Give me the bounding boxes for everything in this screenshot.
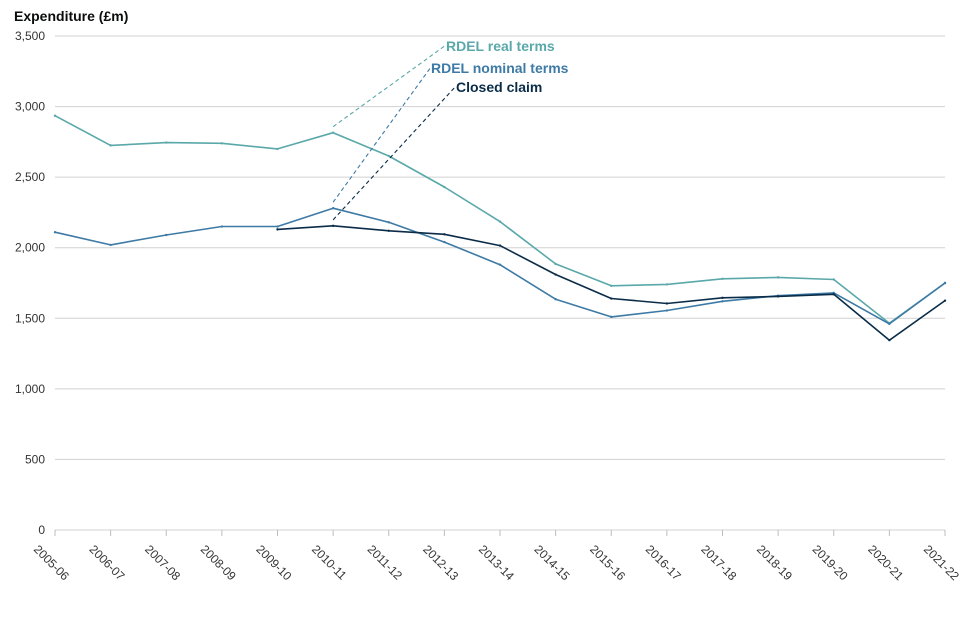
data-point xyxy=(610,284,613,288)
series-line-0 xyxy=(54,114,946,325)
x-tick-label: 2018-19 xyxy=(754,542,795,583)
data-point xyxy=(665,309,669,312)
series-label-0: RDEL real terms xyxy=(446,38,555,54)
x-tick-label: 2011-12 xyxy=(365,542,406,583)
data-point xyxy=(276,225,279,228)
data-point xyxy=(331,131,335,134)
y-tick-label: 3,000 xyxy=(15,100,45,114)
data-point xyxy=(943,299,947,302)
data-point xyxy=(610,315,613,319)
data-point xyxy=(721,277,724,280)
series-lines xyxy=(53,114,947,342)
data-point xyxy=(109,144,112,147)
data-point xyxy=(220,142,224,145)
series-line-2 xyxy=(277,225,946,342)
data-point xyxy=(832,293,835,296)
y-axis: 0 500 1,000 1,500 2,000 2,500 3,000 3,500 xyxy=(15,29,45,537)
data-point xyxy=(610,297,613,300)
y-tick-label: 3,500 xyxy=(15,29,45,43)
data-point xyxy=(554,298,557,301)
x-tick-label: 2006-07 xyxy=(87,542,128,583)
y-tick-label: 1,000 xyxy=(15,382,45,396)
data-point xyxy=(776,276,780,279)
x-tick-label: 2015-16 xyxy=(587,542,628,583)
x-tick-label: 2008-09 xyxy=(198,542,239,583)
data-point xyxy=(387,154,390,158)
x-tick-label: 2010-11 xyxy=(309,542,350,583)
series-label-2: Closed claim xyxy=(456,79,542,95)
data-point xyxy=(776,295,780,298)
data-point xyxy=(220,225,224,228)
data-point xyxy=(331,224,335,228)
data-point xyxy=(165,141,168,144)
x-tick-label: 2019-20 xyxy=(810,542,851,583)
data-point xyxy=(109,243,112,247)
data-point xyxy=(665,302,669,305)
data-point xyxy=(888,322,891,326)
data-point xyxy=(498,220,502,223)
data-point xyxy=(443,185,446,189)
gridlines xyxy=(55,35,945,460)
data-point xyxy=(165,233,168,237)
data-point xyxy=(498,244,502,247)
series-label-1: RDEL nominal terms xyxy=(431,60,569,76)
y-tick-label: 0 xyxy=(38,523,45,537)
data-point xyxy=(554,273,557,276)
series-line-1 xyxy=(54,207,946,325)
x-tick-label: 2012-13 xyxy=(420,542,461,583)
x-axis: 2005-06 2006-07 2007-08 2008-09 2009-10 2010-… xyxy=(31,529,960,583)
y-tick-label: 2,500 xyxy=(15,170,45,184)
x-tick-label: 2007-08 xyxy=(142,542,183,583)
data-point xyxy=(276,147,279,151)
data-point xyxy=(387,221,390,224)
data-point xyxy=(721,296,724,300)
x-tick-label: 2009-10 xyxy=(253,542,294,583)
x-tick-label: 2013-14 xyxy=(476,542,517,583)
data-point xyxy=(53,114,57,117)
data-point xyxy=(721,300,724,303)
x-tick-label: 2005-06 xyxy=(31,542,72,583)
x-tick-label: 2020-21 xyxy=(865,542,906,583)
x-tick-label: 2017-18 xyxy=(698,542,739,583)
data-point xyxy=(387,229,390,232)
data-point xyxy=(888,338,891,342)
y-axis-title: Expenditure (£m) xyxy=(14,8,128,24)
series-callouts: RDEL real terms RDEL nominal terms Closed … xyxy=(332,38,569,221)
x-tick-label: 2021-22 xyxy=(921,542,960,583)
data-point xyxy=(498,263,502,266)
x-tick-label: 2014-15 xyxy=(532,542,573,583)
y-tick-label: 1,500 xyxy=(15,311,45,325)
data-point xyxy=(276,228,279,231)
x-tick-label: 2016-17 xyxy=(643,542,684,583)
data-point xyxy=(554,262,557,266)
y-tick-label: 2,000 xyxy=(15,241,45,255)
data-point xyxy=(665,283,669,286)
data-point xyxy=(443,240,446,244)
callout-leader-1 xyxy=(332,66,432,203)
data-point xyxy=(943,281,947,285)
data-point xyxy=(832,278,835,281)
data-point xyxy=(331,206,335,210)
callout-leader-2 xyxy=(332,85,457,221)
y-tick-label: 500 xyxy=(25,452,45,466)
data-point xyxy=(443,233,446,236)
data-point xyxy=(53,230,57,234)
callout-leader-0 xyxy=(332,44,447,128)
